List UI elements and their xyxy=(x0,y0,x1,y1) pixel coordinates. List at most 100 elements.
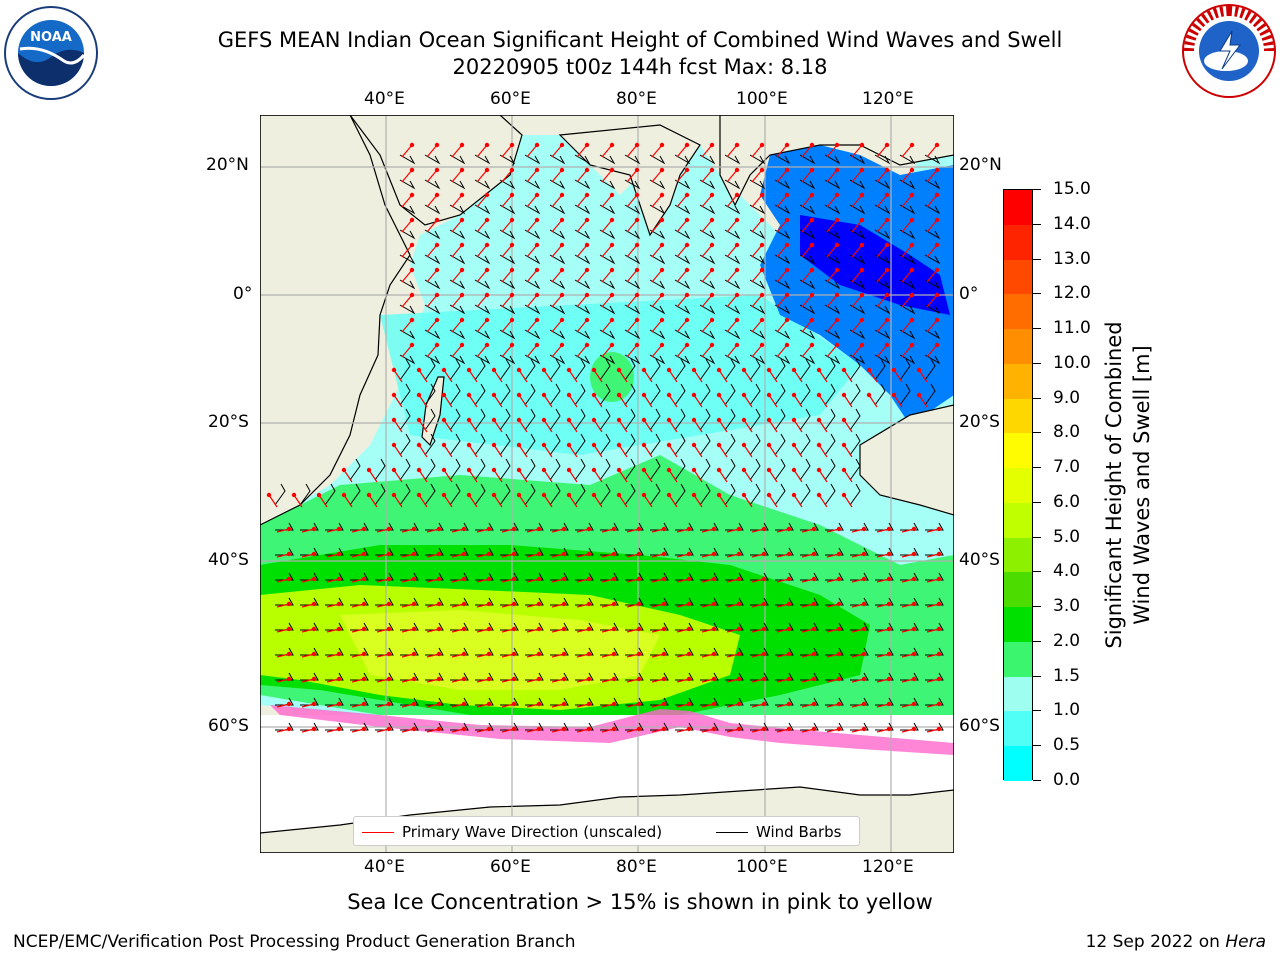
wave-direction-arrow xyxy=(518,494,528,508)
wave-direction-arrow xyxy=(776,269,788,283)
wave-arrow-head xyxy=(761,676,767,682)
wave-direction-arrow xyxy=(768,494,778,508)
wave-arrow-head xyxy=(936,626,942,632)
wind-barb xyxy=(624,204,641,215)
wave-direction-arrow xyxy=(851,294,863,308)
wind-barb xyxy=(674,483,686,506)
wind-barb xyxy=(700,622,719,631)
wave-arrow-head xyxy=(411,576,417,582)
wave-arrow-head xyxy=(411,626,417,632)
wind-barb xyxy=(775,547,794,556)
wind-barb xyxy=(650,647,669,656)
wave-arrow-head xyxy=(686,701,692,707)
wave-arrow-head xyxy=(911,551,917,557)
wind-barb xyxy=(525,597,544,606)
wave-arrow-head xyxy=(716,467,722,473)
wind-barb xyxy=(749,304,766,315)
wave-direction-arrow xyxy=(818,394,828,408)
wave-arrow-head xyxy=(936,601,942,607)
wind-barb xyxy=(375,622,394,631)
wind-barb xyxy=(325,622,344,631)
wind-barb xyxy=(774,279,791,290)
wind-barb xyxy=(550,622,569,631)
wind-barb xyxy=(474,254,491,265)
wave-arrow-head xyxy=(766,392,772,398)
wave-direction-arrow xyxy=(476,244,488,258)
wind-barb xyxy=(549,329,566,340)
wave-direction-arrow xyxy=(818,369,828,383)
lat-tick-right: 60°S xyxy=(959,716,1000,736)
wave-arrow-head xyxy=(541,467,547,473)
wind-barb xyxy=(549,304,566,315)
wind-barb xyxy=(475,622,494,631)
wave-direction-arrow xyxy=(876,344,888,358)
wave-arrow-head xyxy=(584,192,590,198)
wind-barb xyxy=(749,204,766,215)
colorbar-segment xyxy=(1004,502,1032,539)
chart-title: GEFS MEAN Indian Ocean Significant Heigh… xyxy=(217,28,1063,52)
wave-arrow-head xyxy=(484,142,490,148)
wind-barb xyxy=(699,304,716,315)
wave-arrow-head xyxy=(311,676,317,682)
wind-barb xyxy=(850,522,869,531)
wave-arrow-head xyxy=(341,492,347,498)
wave-arrow-head xyxy=(484,317,490,323)
wind-barb xyxy=(449,433,461,456)
wave-direction-arrow xyxy=(451,269,463,283)
wind-barb xyxy=(474,354,491,365)
wave-arrow-head xyxy=(511,626,517,632)
wind-barb xyxy=(874,179,891,190)
wave-arrow-head xyxy=(861,626,867,632)
wave-direction-arrow xyxy=(451,169,463,183)
wave-direction-arrow xyxy=(926,294,938,308)
wind-barb xyxy=(300,622,319,631)
wind-barb xyxy=(675,647,694,656)
wave-arrow-head xyxy=(461,551,467,557)
wave-direction-arrow xyxy=(693,444,703,458)
wind-barb xyxy=(799,154,816,165)
wind-barb xyxy=(924,329,941,340)
wave-direction-arrow xyxy=(401,319,413,333)
wind-barb xyxy=(524,458,536,481)
wave-arrow-head xyxy=(534,292,540,298)
wind-barb xyxy=(350,547,369,556)
wave-arrow-head xyxy=(666,467,672,473)
wind-barb xyxy=(375,647,394,656)
wave-direction-arrow xyxy=(393,469,403,483)
wave-arrow-head xyxy=(511,726,517,732)
wind-barb xyxy=(849,254,866,265)
wave-arrow-head xyxy=(466,442,472,448)
wave-arrow-head xyxy=(736,726,742,732)
wind-barb xyxy=(399,408,411,431)
wind-barb xyxy=(750,597,769,606)
wind-barb xyxy=(375,547,394,556)
wind-barb xyxy=(524,408,536,431)
wave-arrow-head xyxy=(511,651,517,657)
wind-barb xyxy=(474,304,491,315)
wave-arrow-head xyxy=(809,317,815,323)
wind-barb xyxy=(500,647,519,656)
wind-barb xyxy=(500,572,519,581)
wave-direction-arrow xyxy=(768,444,778,458)
wave-arrow-head xyxy=(736,576,742,582)
wave-arrow-head xyxy=(616,417,622,423)
wind-barb xyxy=(925,622,944,631)
wind-barb xyxy=(875,722,894,731)
wave-direction-arrow xyxy=(568,419,578,433)
wave-direction-arrow xyxy=(801,169,813,183)
wind-barb xyxy=(300,572,319,581)
wave-arrow-head xyxy=(936,551,942,557)
wave-arrow-head xyxy=(736,601,742,607)
wave-direction-arrow xyxy=(901,344,913,358)
wind-barb xyxy=(474,204,491,215)
wave-direction-arrow xyxy=(451,319,463,333)
wave-arrow-head xyxy=(609,192,615,198)
wind-barb xyxy=(799,179,816,190)
wind-barb xyxy=(749,433,761,456)
wave-arrow-head xyxy=(386,676,392,682)
wave-arrow-head xyxy=(561,701,567,707)
wave-direction-arrow xyxy=(751,294,763,308)
wind-barb xyxy=(400,697,419,706)
wave-arrow-head xyxy=(859,342,865,348)
wind-barb xyxy=(474,358,486,381)
